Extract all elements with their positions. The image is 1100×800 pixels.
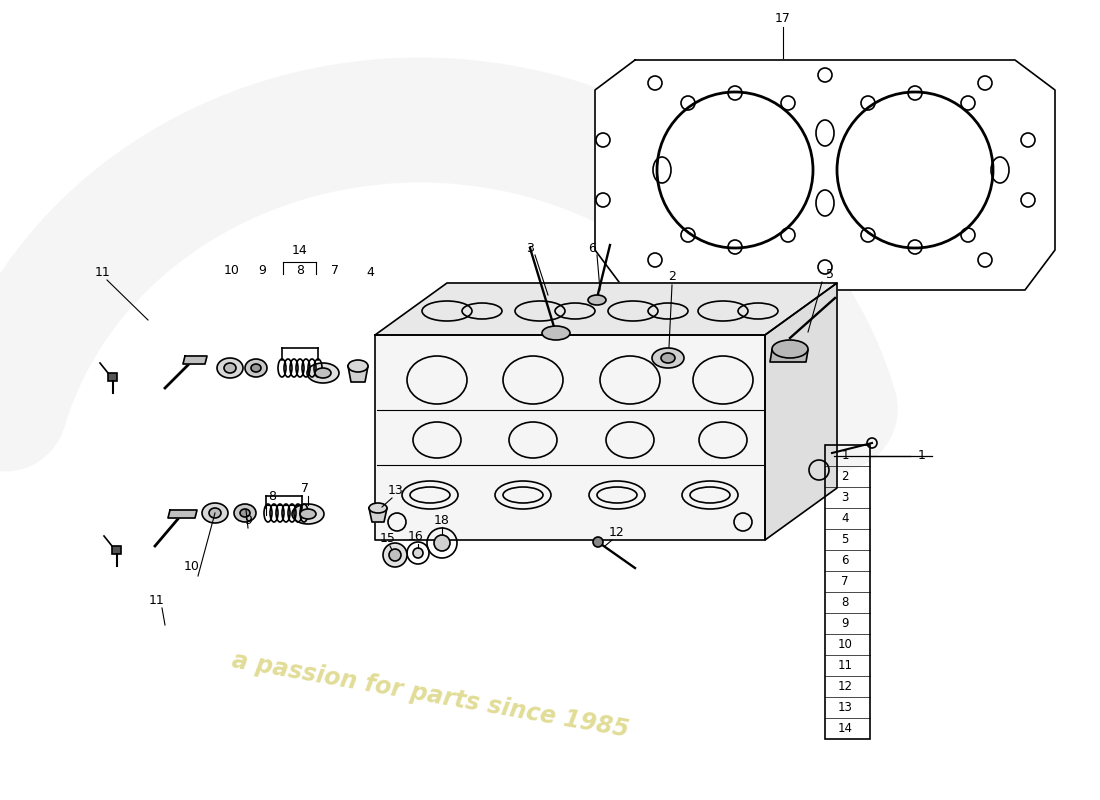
Polygon shape	[770, 350, 808, 362]
Ellipse shape	[772, 340, 808, 358]
Text: 8: 8	[842, 596, 849, 609]
Ellipse shape	[300, 509, 316, 519]
Text: 13: 13	[388, 483, 404, 497]
Circle shape	[412, 548, 424, 558]
Ellipse shape	[315, 368, 331, 378]
Text: 11: 11	[95, 266, 111, 278]
Ellipse shape	[209, 508, 221, 518]
Text: 4: 4	[842, 512, 849, 525]
Circle shape	[593, 537, 603, 547]
Text: 3: 3	[526, 242, 534, 254]
Ellipse shape	[217, 358, 243, 378]
Text: 1: 1	[918, 449, 926, 462]
Text: 7: 7	[331, 263, 339, 277]
Polygon shape	[348, 366, 369, 382]
Text: 12: 12	[838, 680, 853, 693]
Text: 10: 10	[184, 561, 200, 574]
Text: 7: 7	[842, 575, 849, 588]
Ellipse shape	[348, 360, 369, 372]
Text: 8: 8	[268, 490, 276, 502]
Ellipse shape	[661, 353, 675, 363]
Ellipse shape	[224, 363, 236, 373]
Text: 10: 10	[224, 263, 240, 277]
Polygon shape	[168, 510, 197, 518]
Text: 17: 17	[776, 11, 791, 25]
Text: 16: 16	[408, 530, 424, 542]
Ellipse shape	[245, 359, 267, 377]
Text: 10: 10	[838, 638, 853, 651]
Polygon shape	[183, 356, 207, 364]
Text: 6: 6	[842, 554, 849, 567]
Text: 14: 14	[293, 243, 308, 257]
Text: 11: 11	[838, 659, 853, 672]
Ellipse shape	[251, 364, 261, 372]
Text: 1: 1	[842, 449, 849, 462]
Text: 5: 5	[826, 269, 834, 282]
Ellipse shape	[240, 509, 250, 517]
Ellipse shape	[368, 503, 387, 513]
Ellipse shape	[307, 363, 339, 383]
Text: 9: 9	[244, 514, 252, 526]
Text: 8: 8	[296, 263, 304, 277]
Polygon shape	[375, 283, 837, 335]
Text: 12: 12	[609, 526, 625, 538]
Polygon shape	[764, 283, 837, 540]
Text: since 1985: since 1985	[814, 218, 966, 242]
Ellipse shape	[542, 326, 570, 340]
Polygon shape	[375, 335, 764, 540]
Ellipse shape	[292, 504, 324, 524]
Text: 18: 18	[434, 514, 450, 526]
Ellipse shape	[234, 504, 256, 522]
Text: 7: 7	[301, 482, 309, 494]
Text: 9: 9	[258, 263, 266, 277]
Bar	[108, 373, 117, 381]
Text: 2: 2	[842, 470, 849, 483]
Ellipse shape	[652, 348, 684, 368]
Text: 4: 4	[366, 266, 374, 278]
Text: 9: 9	[842, 617, 849, 630]
Text: 3: 3	[842, 491, 849, 504]
Text: 5: 5	[842, 533, 849, 546]
Text: 14: 14	[838, 722, 853, 735]
Text: 15: 15	[381, 531, 396, 545]
Text: 13: 13	[838, 701, 853, 714]
Text: 2: 2	[668, 270, 675, 283]
Bar	[825, 445, 870, 739]
Ellipse shape	[588, 295, 606, 305]
Circle shape	[434, 535, 450, 551]
Bar	[112, 546, 121, 554]
Circle shape	[383, 543, 407, 567]
Text: a passion for parts since 1985: a passion for parts since 1985	[230, 648, 630, 742]
Text: europeparts: europeparts	[736, 169, 1024, 211]
Text: 6: 6	[588, 242, 596, 254]
Polygon shape	[595, 60, 1055, 290]
Polygon shape	[368, 508, 387, 522]
Text: 11: 11	[150, 594, 165, 606]
Circle shape	[389, 549, 402, 561]
Ellipse shape	[202, 503, 228, 523]
